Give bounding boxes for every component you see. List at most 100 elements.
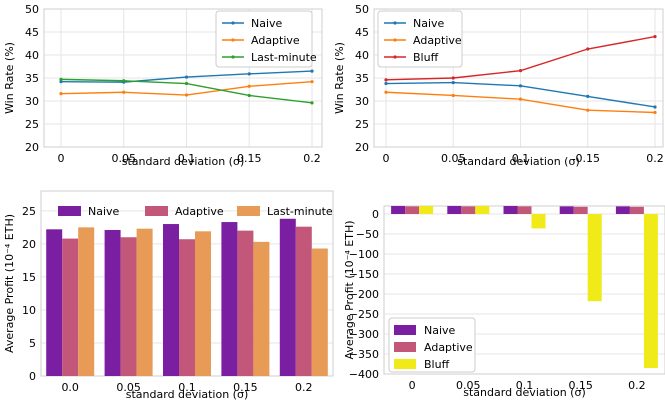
x-axis-label: standard deviation (σ) <box>463 386 585 399</box>
x-axis-label: standard deviation (σ) <box>126 388 248 401</box>
x-tick-label: 0.05 <box>112 152 137 165</box>
bar-adaptive <box>573 206 588 214</box>
data-point <box>451 81 455 85</box>
chart-panel-4: 0 −50 −100 −150 −200 −250 −300 −350 −400 0 0.05 0.1… <box>343 205 665 399</box>
bar-bluff <box>475 206 490 214</box>
legend-swatch <box>394 325 416 335</box>
data-point <box>247 93 251 98</box>
bar-naive <box>447 206 462 214</box>
legend-label: Naive <box>251 17 283 30</box>
y-tick-label: 30 <box>25 95 39 108</box>
legend-label: Adaptive <box>424 341 473 354</box>
legend-marker <box>231 55 235 59</box>
y-tick-label: 30 <box>355 95 369 108</box>
data-point <box>586 94 590 98</box>
y-tick-label: −200 <box>349 288 379 301</box>
plot-frame <box>383 205 665 375</box>
bar-naive <box>46 229 63 376</box>
data-point <box>518 69 523 73</box>
y-tick-label: 25 <box>25 118 39 131</box>
legend-box <box>215 10 313 68</box>
bar-adaptive <box>405 206 420 214</box>
x-tick-label: 0.15 <box>233 381 258 394</box>
y-tick-label: 20 <box>355 141 369 154</box>
y-axis-label: Average Profit (10⁻⁴ ETH) <box>3 214 16 353</box>
x-axis-label: standard deviation (σ) <box>457 155 579 168</box>
bar-last-minute <box>195 231 211 376</box>
y-tick-label: 0 <box>29 370 36 383</box>
y-tick-label: 50 <box>355 3 369 16</box>
data-point <box>184 93 189 97</box>
plot-frame <box>43 8 323 148</box>
data-point <box>518 84 523 88</box>
plot-frame <box>373 8 664 148</box>
x-tick-label: 0.2 <box>303 152 321 165</box>
legend-label: Naive <box>413 17 445 30</box>
y-tick-label: 20 <box>25 141 39 154</box>
legend-swatch <box>58 206 81 216</box>
y-tick-label: 20 <box>22 238 36 251</box>
legend-label: Adaptive <box>175 205 224 218</box>
y-axis-label: Average Profit (10⁻⁴ ETH) <box>343 220 356 359</box>
y-tick-label: 10 <box>22 304 36 317</box>
y-tick-label: 45 <box>25 26 39 39</box>
bar-adaptive <box>62 238 79 376</box>
y-tick-label: 25 <box>355 118 369 131</box>
data-point <box>184 75 189 79</box>
legend-label: Adaptive <box>413 34 462 47</box>
legend-marker <box>231 38 235 42</box>
legend-label: Bluff <box>413 51 439 64</box>
data-point <box>586 108 590 112</box>
legend-marker <box>231 21 235 25</box>
bar-last-minute <box>78 227 95 376</box>
chart-panel-2: 20 25 30 35 40 45 50 0 0.05 0.1 0.15 0.2 standard de… <box>333 3 664 168</box>
x-tick-label: 0.05 <box>456 379 481 392</box>
bar-bluff <box>419 206 434 214</box>
y-tick-label: −50 <box>356 228 379 241</box>
legend-label: Bluff <box>424 358 450 371</box>
legend-swatch <box>145 206 168 216</box>
data-point <box>653 105 657 109</box>
legend-swatch <box>237 206 260 216</box>
y-axis-label: Win Rate (%) <box>333 42 346 114</box>
data-point <box>247 72 251 76</box>
y-axis-label: Win Rate (%) <box>3 42 16 114</box>
data-point <box>310 80 314 84</box>
data-point <box>653 110 657 115</box>
bar-bluff <box>587 214 602 302</box>
data-point <box>184 81 189 86</box>
bar-last-minute <box>136 228 153 376</box>
bar-adaptive <box>517 206 532 214</box>
legend-label: Last-minute <box>251 51 317 64</box>
x-tick-label: 0.15 <box>237 152 262 165</box>
bar-adaptive <box>461 206 476 214</box>
legend-label: Adaptive <box>251 34 300 47</box>
x-tick-label: 0.15 <box>568 379 593 392</box>
y-tick-label: −100 <box>349 248 379 261</box>
bar-bluff <box>531 214 546 229</box>
y-tick-label: −150 <box>349 268 379 281</box>
data-point <box>310 69 314 73</box>
data-point <box>59 92 63 96</box>
bar-adaptive <box>629 206 644 214</box>
legend-box <box>377 10 463 68</box>
y-tick-label: 50 <box>25 3 39 16</box>
y-tick-label: 45 <box>355 26 369 39</box>
y-tick-label: 25 <box>22 205 36 218</box>
y-tick-label: 5 <box>29 337 36 350</box>
bar-naive <box>391 206 406 214</box>
x-tick-label: 0 <box>383 152 390 165</box>
bar-adaptive <box>295 226 312 376</box>
legend-label: Last-minute <box>267 205 333 218</box>
data-point <box>122 79 126 83</box>
y-tick-label: 0 <box>372 208 379 221</box>
legend-label: Naive <box>424 324 456 337</box>
data-point <box>122 90 126 94</box>
y-tick-label: −400 <box>349 368 379 381</box>
data-point <box>518 97 523 101</box>
y-tick-label: 40 <box>25 49 39 62</box>
bar-adaptive <box>179 239 195 376</box>
y-tick-label: −300 <box>349 328 379 341</box>
data-point <box>384 90 388 94</box>
